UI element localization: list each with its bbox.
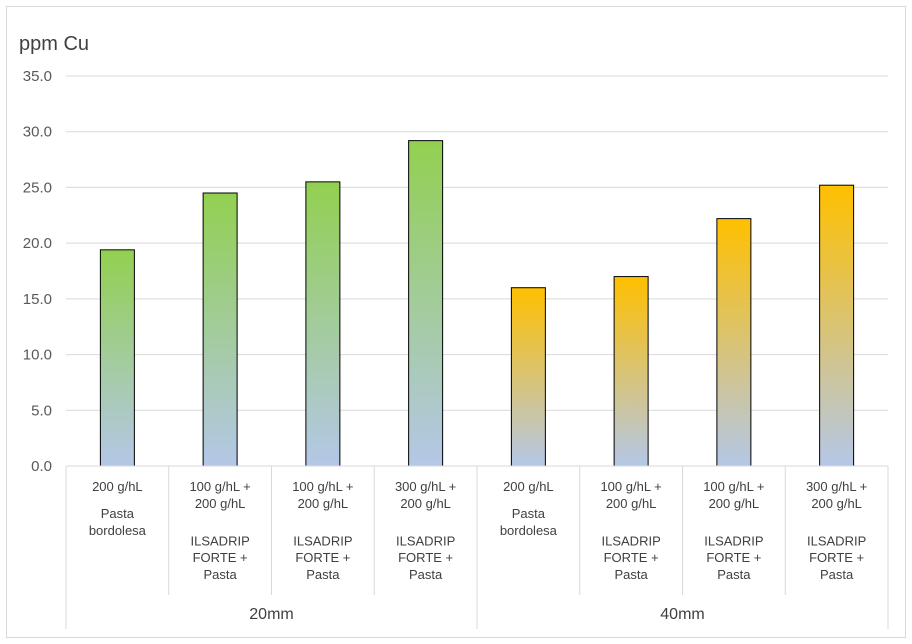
category-label-line: Pasta	[306, 567, 340, 582]
category-label-line: 100 g/hL +	[292, 479, 353, 494]
category-label-line: Pasta	[615, 567, 649, 582]
category-label-line: 300 g/hL +	[806, 479, 867, 494]
group-label: 40mm	[660, 606, 704, 623]
bar	[716, 218, 752, 467]
category-label-line: 200 g/hL	[298, 496, 349, 511]
group-label: 20mm	[249, 606, 293, 623]
category-label-line: FORTE +	[706, 550, 761, 565]
y-tick-label: 20.0	[23, 235, 52, 252]
bar	[819, 184, 855, 467]
category-label-line: bordolesa	[500, 523, 558, 538]
category-label-line: 100 g/hL +	[600, 479, 661, 494]
bar	[510, 287, 546, 467]
y-tick-label: 0.0	[31, 458, 52, 475]
y-tick-label: 25.0	[23, 179, 52, 196]
category-label-line: 100 g/hL +	[189, 479, 250, 494]
category-label-line: FORTE +	[809, 550, 864, 565]
category-label-line: ILSADRIP	[704, 533, 763, 548]
category-label-line: ILSADRIP	[602, 533, 661, 548]
gridlines	[66, 75, 888, 411]
chart-frame: 0.0 5.0 10.0 15.0 20.0 25.0 30.0 35.0 200 g/hL Pa…	[6, 6, 906, 638]
category-label: 200 g/hL Pasta bordolesa	[500, 479, 558, 538]
y-tick-label: 10.0	[23, 347, 52, 364]
category-label-line: Pasta	[820, 567, 854, 582]
y-axis-unit-label: ppm Cu	[19, 33, 89, 55]
category-label-line: 200 g/hL	[195, 496, 246, 511]
category-label-line: ILSADRIP	[191, 533, 250, 548]
bars	[99, 140, 855, 467]
category-label-line: Pasta	[204, 567, 238, 582]
bar	[613, 276, 649, 467]
y-tick-label: 30.0	[23, 124, 52, 141]
bar	[408, 140, 444, 467]
bar	[305, 181, 341, 467]
category-label-line: 200 g/hL	[92, 479, 143, 494]
category-label-line: 200 g/hL	[811, 496, 862, 511]
bar	[99, 249, 135, 467]
category-label: 200 g/hL Pasta bordolesa	[89, 479, 147, 538]
category-label-line: Pasta	[101, 506, 135, 521]
category-label-line: FORTE +	[604, 550, 659, 565]
bar	[202, 192, 238, 467]
category-label-line: Pasta	[512, 506, 546, 521]
y-tick-label: 15.0	[23, 291, 52, 308]
category-label-line: FORTE +	[398, 550, 453, 565]
category-label-line: 200 g/hL	[400, 496, 451, 511]
category-label: 300 g/hL + 200 g/hL ILSADRIP FORTE + Pasta	[395, 479, 456, 582]
category-label-line: 200 g/hL	[709, 496, 760, 511]
axes: 0.0 5.0 10.0 15.0 20.0 25.0 30.0 35.0 200 g/hL Pa…	[23, 68, 889, 629]
y-tick-label: 35.0	[23, 68, 52, 85]
category-label-line: FORTE +	[193, 550, 248, 565]
category-label-line: Pasta	[717, 567, 751, 582]
category-label-line: 100 g/hL +	[703, 479, 764, 494]
category-label-line: 200 g/hL	[503, 479, 554, 494]
category-label-line: 300 g/hL +	[395, 479, 456, 494]
y-tick-label: 5.0	[31, 402, 52, 419]
category-label-line: FORTE +	[295, 550, 350, 565]
category-label-line: ILSADRIP	[396, 533, 455, 548]
category-label-line: ILSADRIP	[293, 533, 352, 548]
category-label-line: bordolesa	[89, 523, 147, 538]
bar-chart: 0.0 5.0 10.0 15.0 20.0 25.0 30.0 35.0 200 g/hL Pa…	[19, 33, 889, 629]
category-label-line: Pasta	[409, 567, 443, 582]
category-label-line: ILSADRIP	[807, 533, 866, 548]
category-label-line: 200 g/hL	[606, 496, 657, 511]
